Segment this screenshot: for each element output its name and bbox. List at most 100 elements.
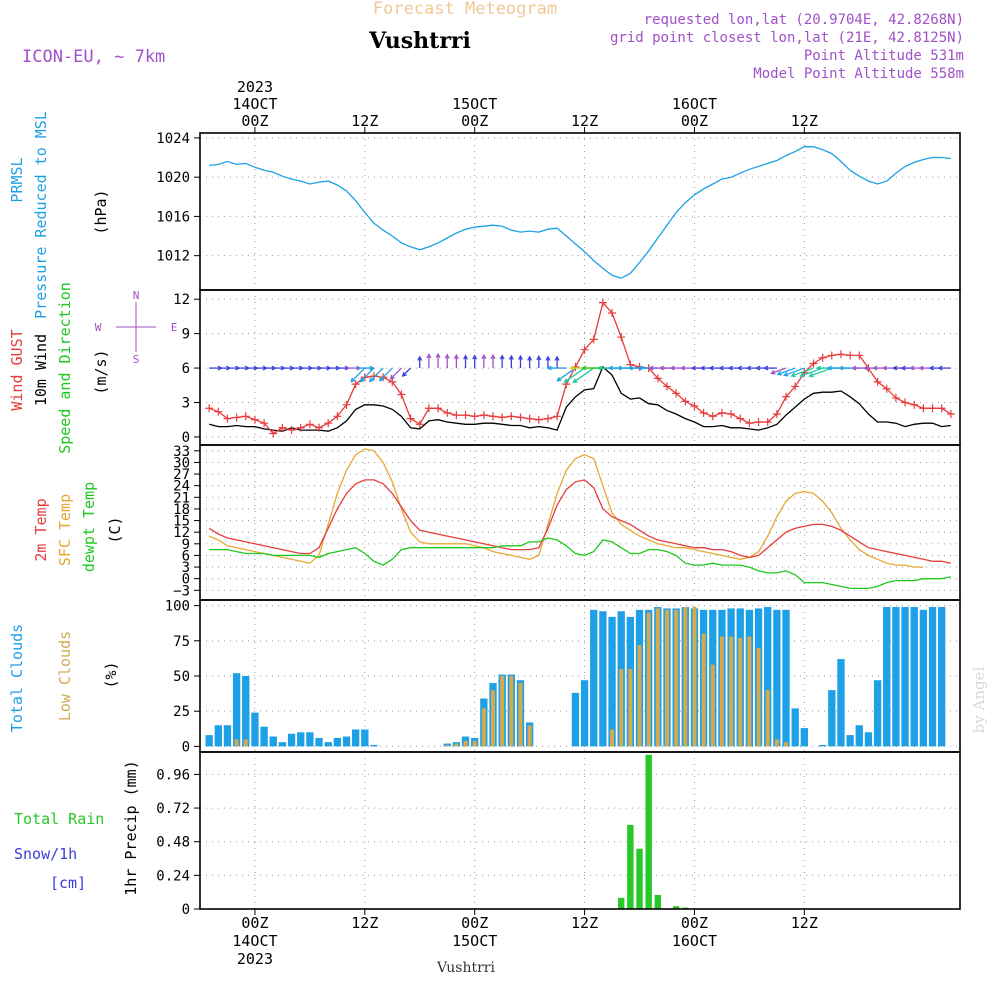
low-cloud-bar [765,690,770,747]
gust-marker [388,377,397,386]
gust-marker [928,404,937,413]
wind-arrowhead [815,365,821,371]
low-cloud-bar [509,676,514,747]
wind-arrowhead [563,378,569,383]
wind-arrowhead [851,365,857,371]
low-cloud-bar [454,743,459,747]
wind-arrowhead [892,365,898,371]
top-time-label: 16OCT [672,95,717,113]
gust-marker [260,419,269,428]
y-tick-label: −3 [173,583,190,599]
gust-marker [342,400,351,409]
y-tick-label: 6 [182,361,190,377]
bottom-time-label: 12Z [351,914,378,932]
total-cloud-bar [608,616,616,747]
low-cloud-bar [784,742,789,747]
low-cloud-bar [637,645,642,747]
total-cloud-bar [269,736,277,747]
compass-s: S [133,353,140,366]
low-cloud-bar [490,690,496,747]
total-cloud-bar [214,725,222,747]
wind-arrow [784,367,805,376]
total-cloud-bar [928,607,937,747]
wind-arrowhead [838,365,844,371]
y-tick-label: 12 [173,292,190,308]
y-tick-label: 9 [182,327,190,343]
total-cloud-bar [910,607,918,747]
gust-marker [553,412,562,421]
y-tick-label: 21 [173,490,190,506]
wind-arrowhead [453,353,459,360]
y-tick-label: 0 [182,739,190,755]
snow-unit-label: [cm] [50,874,86,892]
wind-arrowhead [783,371,789,377]
y-tick-label: 30 [173,455,190,471]
total-cloud-bar [782,609,790,747]
top-time-label: 00Z [461,112,488,130]
total-cloud-bar [297,732,305,747]
total-cloud-bar [361,729,369,747]
bottom-time-label: 00Z [241,914,268,932]
snow-label: Snow/1h [14,845,77,863]
wind-direction-label: Speed and Direction [56,282,74,454]
model-altitude: Model Point Altitude 558m [753,66,964,82]
panel-frame [199,751,961,910]
wind-arrowhead [790,372,796,378]
total-cloud-bar [251,712,259,747]
low-cloud-bar [610,729,615,747]
total-cloud-bar [580,680,589,747]
gust-marker [543,414,552,423]
wind-arrowhead [745,365,752,371]
wind-arrowhead [581,365,587,371]
total-cloud-bar [837,659,845,747]
gust-marker [296,423,305,432]
low-cloud-bar [628,668,633,747]
low-cloud-bar [719,636,724,747]
gust-marker [287,426,296,435]
pressure-line [209,146,951,279]
bottom-time-label: 12Z [571,914,598,932]
rain-bar [618,897,625,909]
gust-marker [946,410,955,418]
gust-marker [882,384,891,393]
gust-marker [717,408,726,417]
wind-arrow [809,367,833,377]
gust-marker [727,410,736,418]
wind-arrow [564,367,585,383]
rain-bar [636,848,643,909]
low-clouds-label: Low Clouds [56,631,74,721]
total-cloud-bar [818,744,827,747]
sfc-temp-label: SFC Temp [56,494,74,566]
gust-marker [479,411,488,420]
gust-marker [809,359,818,368]
wind-arrowhead [669,365,675,371]
low-cloud-bar [619,668,624,747]
compass-n: N [133,289,140,302]
total-cloud-bar [883,607,891,747]
y-tick-label: 0.24 [156,868,190,884]
low-cloud-bar [664,609,670,747]
total-cloud-bar [205,735,213,747]
precip-axis-title: 1hr Precip (mm) [122,760,140,895]
footer-location: Vushtrri [436,960,495,976]
gust-marker [608,308,617,317]
wind-arrowhead [607,365,613,371]
wind-unit: (m/s) [92,349,110,394]
wind-arrowhead [679,365,686,371]
panel-wind: 0 3 6 9 12 N S W E [95,289,961,446]
low-cloud-bar [518,683,523,747]
total-cloud-bar [315,737,323,747]
wind-arrowhead [517,354,523,360]
temp-unit: (C) [106,516,124,543]
low-cloud-bar [646,612,651,747]
gust-marker [507,412,516,421]
gust-marker [498,413,507,422]
wind-arrowhead [708,365,714,371]
wind-arrowhead [900,365,906,371]
wind-10m-line [209,365,951,432]
total-clouds-label: Total Clouds [8,624,26,732]
wind-arrowhead [546,365,552,371]
y-tick-label: 3 [182,396,190,412]
